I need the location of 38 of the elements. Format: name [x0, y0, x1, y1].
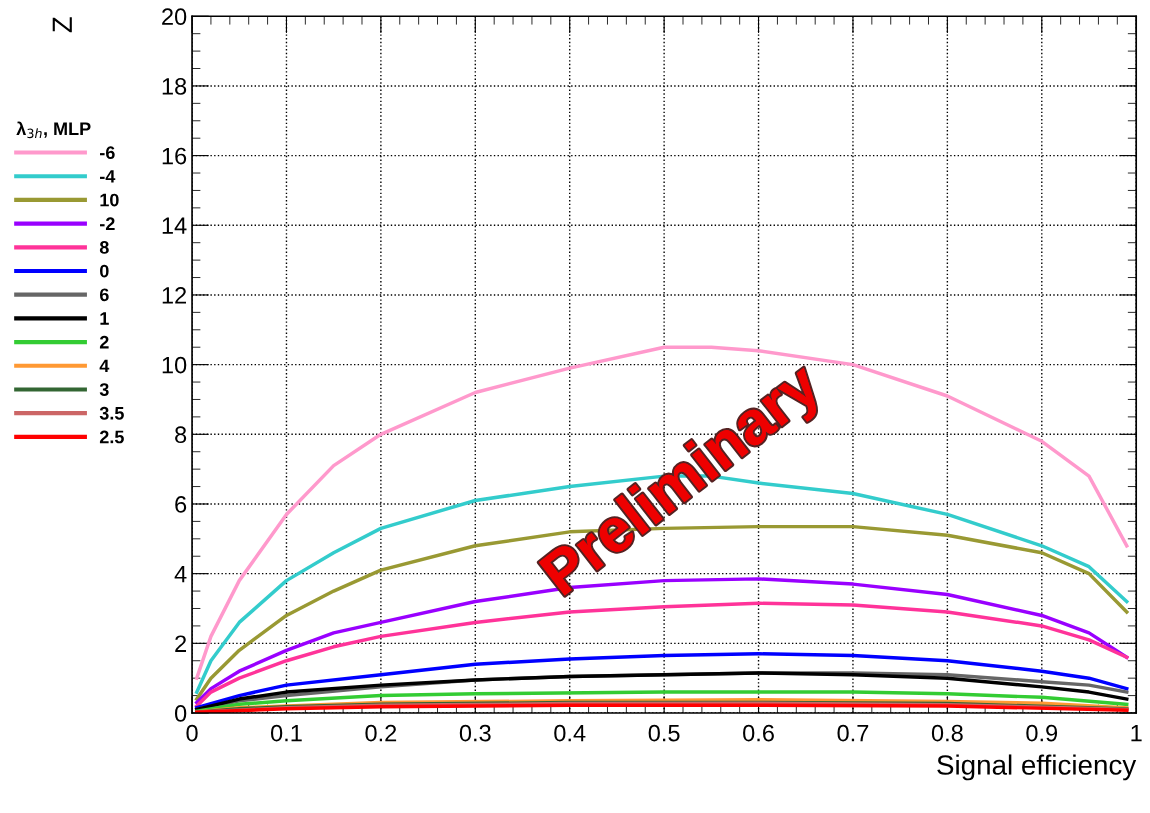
- x-tick-label: 0.4: [554, 724, 586, 742]
- x-tick-label: 0.8: [931, 724, 963, 742]
- y-axis-title: Z: [52, 17, 72, 33]
- x-tick-label: 0.7: [837, 724, 869, 742]
- y-tick-label: 18: [162, 78, 187, 95]
- x-tick-label: 1: [1131, 724, 1142, 742]
- x-tick-label: 0.9: [1026, 724, 1058, 742]
- y-tick-label: 4: [174, 565, 187, 583]
- y-tick-label: 10: [162, 356, 187, 374]
- x-tick-label: 0.5: [648, 724, 680, 742]
- x-tick-label: 0.6: [743, 724, 774, 742]
- legend-label: -6: [100, 146, 115, 160]
- legend-label: 8: [99, 241, 109, 254]
- y-tick-label: 6: [175, 496, 187, 513]
- legend-label: 3: [99, 383, 109, 396]
- legend-label: 10: [100, 193, 119, 207]
- legend-label: 2.5: [99, 430, 124, 444]
- legend-label: -4: [100, 170, 116, 183]
- y-tick-label: 0: [174, 705, 187, 722]
- x-axis-title: Signal efficiency: [937, 754, 1137, 781]
- legend-label: 2: [99, 335, 109, 349]
- y-tick-label: 2: [175, 635, 186, 652]
- x-tick-label: 0.1: [270, 724, 302, 742]
- legend-label: 6: [99, 288, 109, 302]
- y-tick-label: 16: [162, 147, 187, 165]
- legend-label: 4: [99, 359, 110, 373]
- legend-label: -2: [100, 217, 115, 230]
- legend-label: 0: [100, 264, 109, 278]
- x-tick-label: 0: [186, 724, 198, 742]
- x-tick-label: 0.3: [459, 724, 491, 742]
- legend-label: 3.5: [99, 406, 124, 420]
- legend-label: 1: [100, 312, 109, 325]
- legend-title: λ$_{3h}$, MLP: [16, 121, 91, 139]
- y-tick-label: 8: [175, 426, 187, 444]
- x-tick-label: 0.2: [365, 724, 397, 742]
- y-tick-label: 14: [162, 217, 187, 234]
- y-tick-label: 20: [162, 8, 187, 26]
- y-tick-label: 12: [162, 287, 187, 304]
